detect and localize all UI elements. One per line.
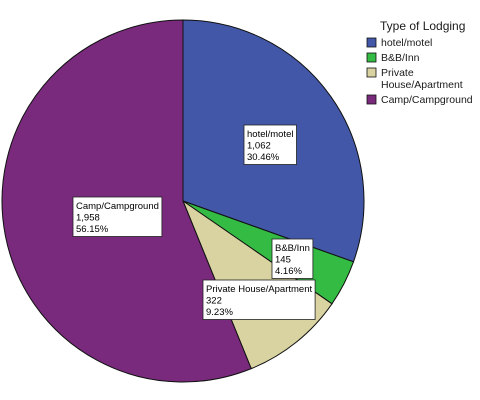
legend-entry-camp-campground: Camp/Campground xyxy=(366,94,473,106)
slice-label-value: 1,958 xyxy=(76,213,100,224)
slice-label-value: 145 xyxy=(275,255,291,266)
slice-label-box xyxy=(243,124,297,165)
pie-slices xyxy=(1,19,365,383)
legend-entry-hotel-motel: hotel/motel xyxy=(366,37,432,49)
legend-label: B&B/Inn xyxy=(381,52,420,64)
legend-swatch xyxy=(366,37,377,48)
slice-label-percent: 9.23% xyxy=(206,307,233,318)
slice-label-percent: 4.16% xyxy=(275,266,302,277)
slice-label-name: Private House/Apartment xyxy=(206,284,312,295)
slice-label-name: hotel/motel xyxy=(247,129,293,140)
legend-label: House/Apartment xyxy=(381,79,463,91)
slice-label-name: Camp/Campground xyxy=(76,201,159,212)
slice-label-box xyxy=(202,279,316,320)
legend-label: hotel/motel xyxy=(381,37,432,49)
slice-label-box xyxy=(72,196,163,237)
legend-swatch xyxy=(366,67,377,78)
legend: Type of Lodging hotel/motel B&B/Inn Privat… xyxy=(366,19,473,106)
slice-label-name: B&B/Inn xyxy=(275,243,310,254)
legend-title: Type of Lodging xyxy=(380,19,465,33)
slice-label-value: 322 xyxy=(206,296,222,307)
slice-label-percent: 30.46% xyxy=(247,152,280,163)
slice-label-percent: 56.15% xyxy=(76,224,109,235)
legend-swatch xyxy=(366,52,377,63)
slice-labels: hotel/motel1,06230.46%B&B/Inn1454.16%Pri… xyxy=(72,124,316,320)
legend-label: Camp/Campground xyxy=(381,94,473,106)
legend-label: Private xyxy=(381,67,414,79)
legend-entry-b-b-inn: B&B/Inn xyxy=(366,52,420,64)
legend-swatch xyxy=(366,94,377,105)
slice-label-box xyxy=(271,238,314,279)
slice-label-value: 1,062 xyxy=(247,141,271,152)
